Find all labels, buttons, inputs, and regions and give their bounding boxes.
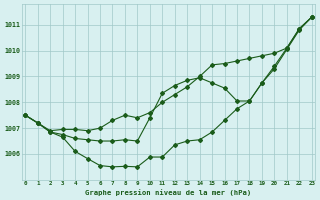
X-axis label: Graphe pression niveau de la mer (hPa): Graphe pression niveau de la mer (hPa) — [85, 189, 252, 196]
